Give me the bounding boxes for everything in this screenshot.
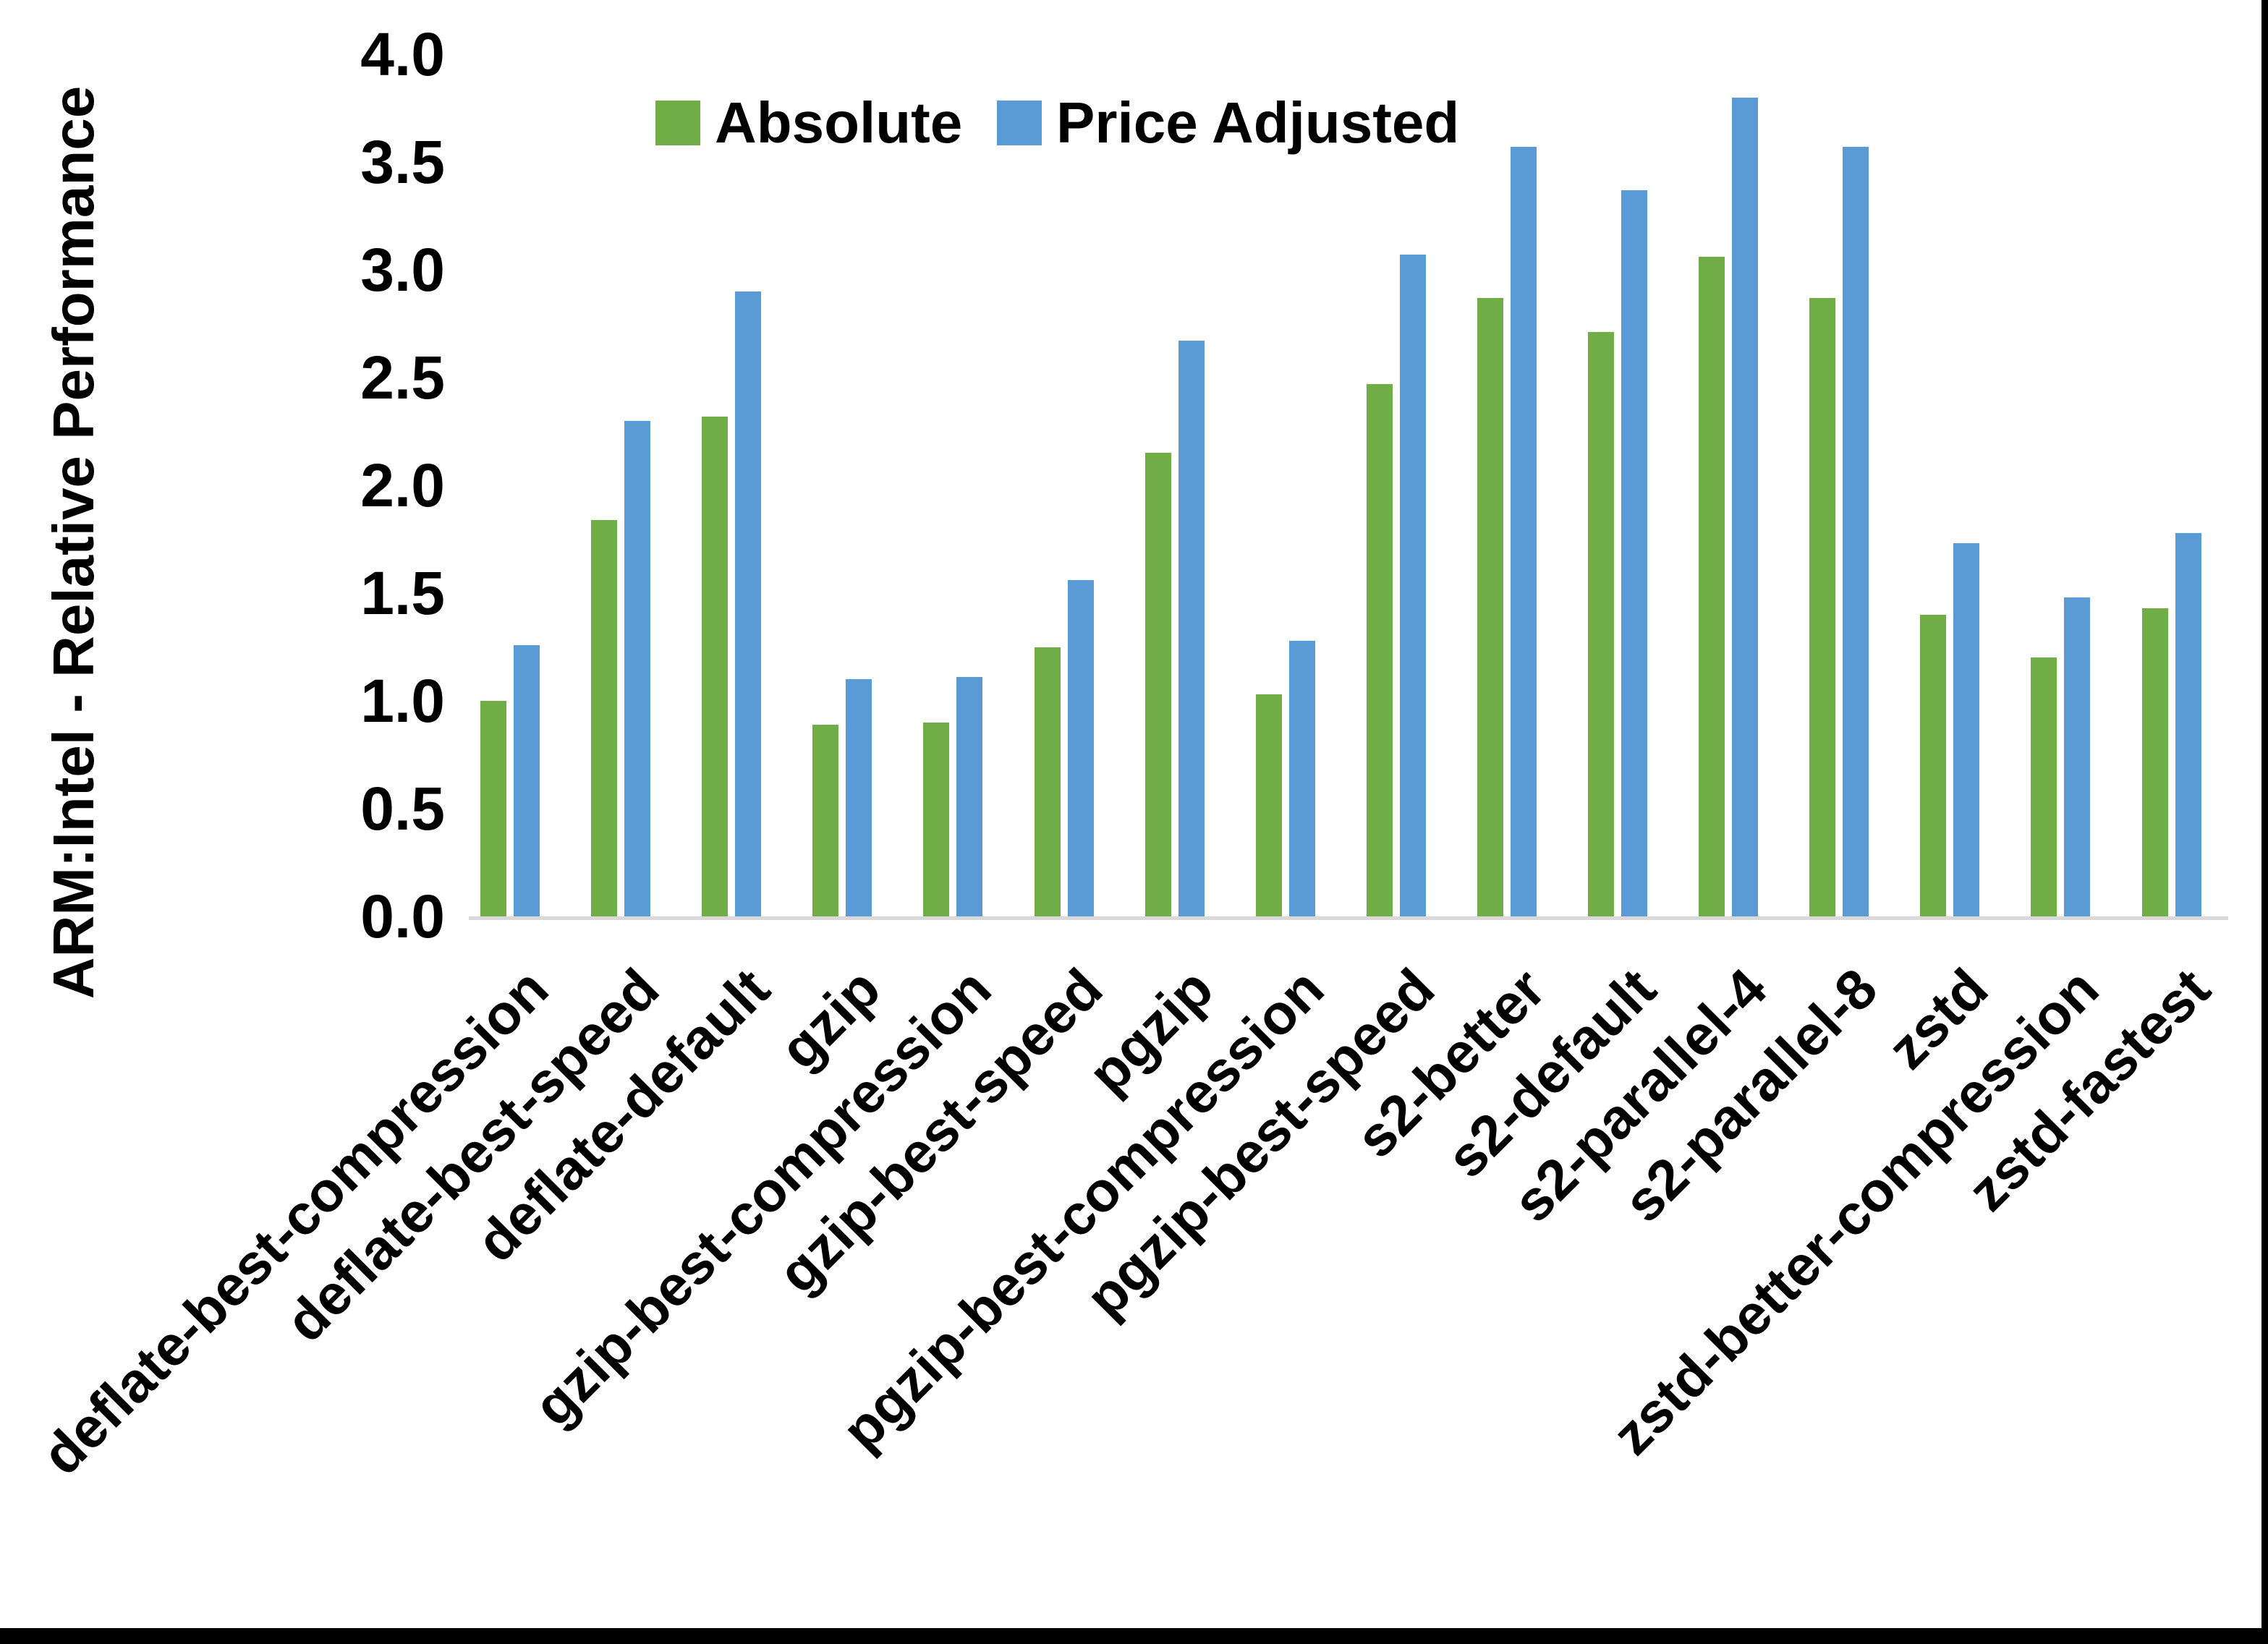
bar-absolute-gzip-best-speed bbox=[1034, 647, 1061, 916]
y-tick-label: 1.0 bbox=[360, 667, 445, 735]
y-tick-label: 1.5 bbox=[360, 559, 445, 627]
bar-price-adjusted-deflate-default bbox=[735, 291, 762, 916]
bar-price-adjusted-s2-default bbox=[1621, 189, 1647, 916]
bar-absolute-zstd-fastest bbox=[2141, 608, 2168, 916]
bar-price-adjusted-zstd-better-compression bbox=[2064, 597, 2091, 916]
bar-absolute-s2-parallel-4 bbox=[1699, 257, 1725, 916]
bar-absolute-gzip bbox=[812, 724, 839, 916]
bar-absolute-zstd-better-compression bbox=[2031, 657, 2057, 916]
bar-absolute-zstd bbox=[1920, 614, 1947, 916]
legend-label-absolute: Absolute bbox=[715, 90, 963, 155]
bar-price-adjusted-s2-better bbox=[1510, 147, 1537, 916]
y-tick-label: 0.0 bbox=[360, 882, 445, 950]
bar-absolute-s2-parallel-8 bbox=[1809, 297, 1836, 916]
bar-absolute-deflate-best-speed bbox=[591, 519, 618, 916]
bar-absolute-gzip-best-compression bbox=[923, 722, 950, 916]
bar-absolute-deflate-default bbox=[702, 416, 729, 916]
bar-absolute-deflate-best-compression bbox=[480, 701, 506, 916]
legend-swatch-price-adjusted-icon bbox=[997, 101, 1042, 145]
legend-item-price-adjusted: Price Adjusted bbox=[997, 90, 1460, 155]
bar-price-adjusted-deflate-best-speed bbox=[624, 420, 651, 916]
y-tick-label: 4.0 bbox=[360, 20, 445, 88]
bar-absolute-s2-default bbox=[1588, 332, 1614, 916]
bar-price-adjusted-pgzip-best-compression bbox=[1288, 640, 1315, 916]
bar-price-adjusted-deflate-best-compression bbox=[514, 644, 540, 916]
y-tick-label: 2.0 bbox=[360, 451, 445, 519]
bar-absolute-s2-better bbox=[1477, 297, 1503, 916]
legend-label-price-adjusted: Price Adjusted bbox=[1056, 90, 1460, 155]
bar-absolute-pgzip-best-compression bbox=[1255, 694, 1282, 916]
bar-price-adjusted-pgzip bbox=[1178, 341, 1205, 916]
bar-price-adjusted-pgzip-best-speed bbox=[1399, 255, 1426, 916]
legend-swatch-absolute-icon bbox=[655, 101, 700, 145]
y-tick-label: 3.0 bbox=[360, 236, 445, 304]
y-tick-label: 2.5 bbox=[360, 344, 445, 412]
bar-price-adjusted-gzip bbox=[846, 679, 872, 916]
bar-price-adjusted-s2-parallel-4 bbox=[1732, 97, 1759, 916]
x-axis-line bbox=[469, 916, 2228, 920]
bar-price-adjusted-zstd-fastest bbox=[2175, 532, 2201, 916]
y-tick-label: 3.5 bbox=[360, 128, 445, 196]
bar-absolute-pgzip bbox=[1144, 453, 1171, 916]
y-tick-label: 0.5 bbox=[360, 775, 445, 843]
bar-price-adjusted-zstd bbox=[1953, 543, 1980, 916]
y-axis-title: ARM:Intel - Relative Performance bbox=[41, 85, 106, 1000]
bar-price-adjusted-s2-parallel-8 bbox=[1843, 147, 1869, 916]
bar-price-adjusted-gzip-best-compression bbox=[956, 677, 983, 916]
legend-item-absolute: Absolute bbox=[655, 90, 963, 155]
bar-price-adjusted-gzip-best-speed bbox=[1067, 580, 1094, 916]
bar-absolute-pgzip-best-speed bbox=[1366, 383, 1393, 916]
